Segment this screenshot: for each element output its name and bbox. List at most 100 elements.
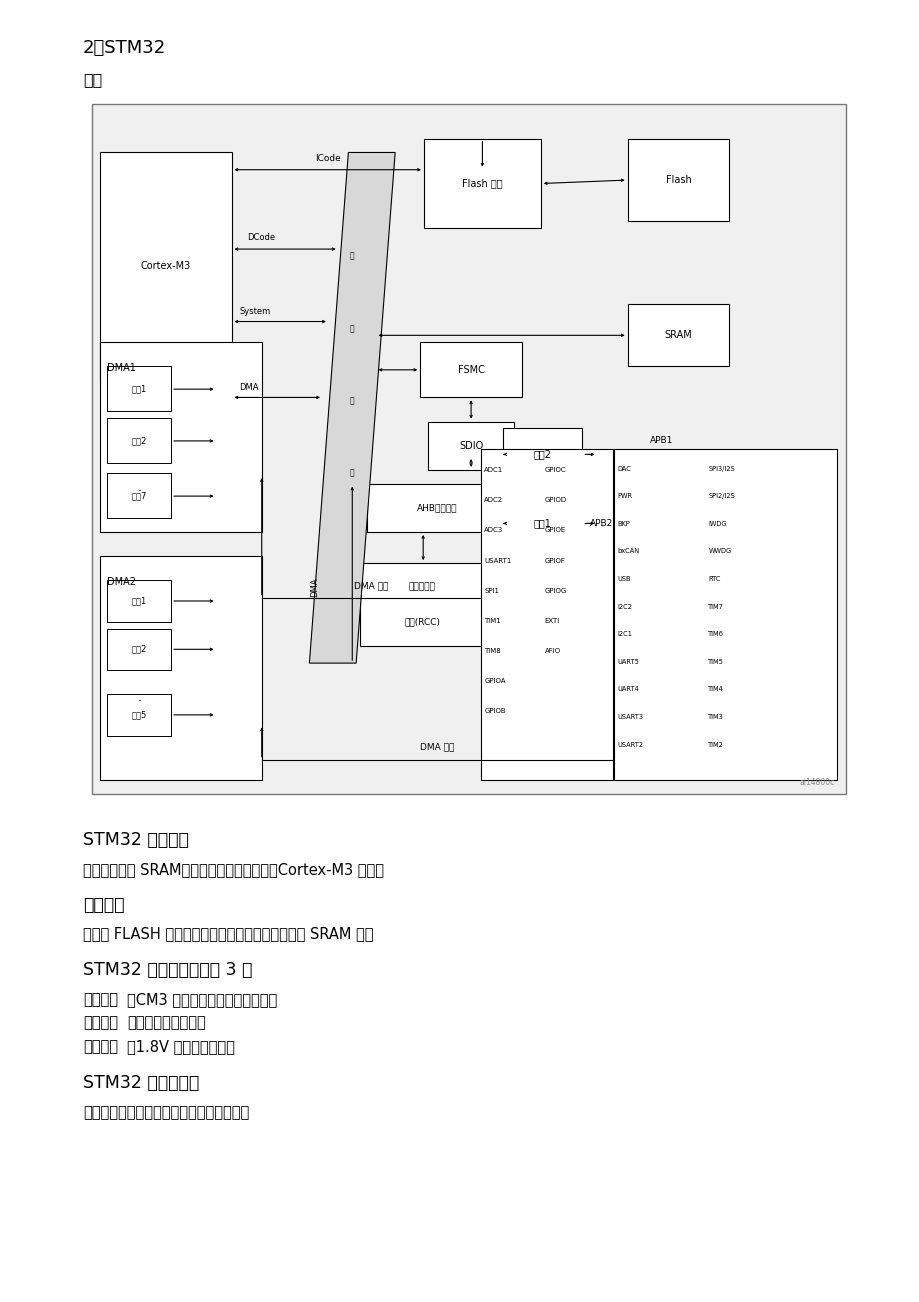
Text: 架构: 架构 [83, 72, 102, 87]
Text: SPI1: SPI1 [483, 587, 499, 594]
Text: TIM3: TIM3 [708, 713, 723, 720]
Text: 桥接1: 桥接1 [533, 518, 551, 529]
Text: RTC: RTC [708, 575, 720, 582]
Bar [107, 474, 171, 518]
Text: 阵: 阵 [349, 469, 354, 478]
Text: DCode: DCode [246, 233, 275, 242]
Text: GPIOA: GPIOA [483, 678, 505, 684]
Text: ·: · [137, 486, 142, 499]
Bar [627, 139, 729, 221]
Text: I2C1: I2C1 [618, 631, 632, 637]
Bar [613, 449, 835, 780]
Text: bxCAN: bxCAN [618, 548, 640, 555]
Text: 通道5: 通道5 [131, 711, 147, 720]
Text: 通道1: 通道1 [131, 596, 147, 605]
Text: PWR: PWR [618, 493, 632, 499]
Bar [99, 556, 262, 780]
Text: USART3: USART3 [618, 713, 643, 720]
Text: STM32 存储映射: STM32 存储映射 [83, 831, 188, 849]
Text: GPIOB: GPIOB [483, 708, 505, 715]
Text: DMA 请求: DMA 请求 [354, 582, 388, 591]
Text: Flash 接口: Flash 接口 [461, 178, 502, 189]
Text: 控制(RCC): 控制(RCC) [403, 617, 439, 626]
Text: Flash: Flash [665, 174, 691, 185]
Text: SPI3/I2S: SPI3/I2S [708, 466, 734, 471]
Bar [99, 342, 262, 533]
Bar [107, 629, 171, 671]
Text: Cortex-M3: Cortex-M3 [141, 262, 190, 271]
Text: TIM6: TIM6 [708, 631, 723, 637]
Text: STM32 的低功耗模式有 3 种: STM32 的低功耗模式有 3 种 [83, 961, 252, 979]
Bar [92, 104, 845, 794]
Text: DMA2: DMA2 [107, 577, 136, 587]
Bar [107, 581, 171, 621]
Text: ·: · [137, 694, 142, 707]
Text: ADC1: ADC1 [483, 467, 503, 473]
Bar [480, 449, 612, 780]
Text: GPIOE: GPIOE [544, 527, 565, 534]
Text: ADC3: ADC3 [483, 527, 503, 534]
Text: STM32 的安全保障: STM32 的安全保障 [83, 1074, 199, 1092]
Text: USB: USB [618, 575, 630, 582]
Text: 代码区、片上 SRAM、用户设备的存储映射、Cortex-M3 寄存器: 代码区、片上 SRAM、用户设备的存储映射、Cortex-M3 寄存器 [83, 862, 383, 878]
Text: TIM1: TIM1 [483, 618, 501, 624]
Text: TIM4: TIM4 [708, 686, 723, 693]
Text: UART5: UART5 [618, 659, 639, 665]
Text: ICode: ICode [314, 154, 340, 163]
Text: FSMC: FSMC [457, 365, 484, 375]
Text: 通道1: 通道1 [131, 384, 147, 393]
Bar [420, 342, 521, 397]
Bar [424, 139, 540, 228]
Text: 待机模式: 待机模式 [83, 1039, 118, 1055]
Bar [427, 422, 514, 470]
Text: 总: 总 [349, 251, 354, 260]
Text: SDIO: SDIO [459, 441, 482, 450]
Text: 2．STM32: 2．STM32 [83, 39, 165, 57]
Text: 复位和时钟: 复位和时钟 [408, 583, 435, 591]
Bar [107, 694, 171, 736]
Text: SPI2/I2S: SPI2/I2S [708, 493, 734, 499]
Text: SRAM: SRAM [664, 331, 692, 340]
Text: IWDG: IWDG [708, 521, 726, 527]
Text: UART4: UART4 [618, 686, 639, 693]
Text: BKP: BKP [618, 521, 630, 527]
Text: 矩: 矩 [349, 396, 354, 405]
Text: APB1: APB1 [650, 436, 673, 445]
Text: DMA: DMA [310, 578, 319, 596]
Text: AHB系统总线: AHB系统总线 [416, 504, 457, 513]
Text: 内部复位电路、时钟安全系统、两只看门狗: 内部复位电路、时钟安全系统、两只看门狗 [83, 1105, 249, 1121]
Text: WWDG: WWDG [708, 548, 731, 555]
Polygon shape [309, 152, 395, 663]
Text: 通道2: 通道2 [131, 436, 147, 445]
Bar [503, 428, 582, 480]
Text: GPIOC: GPIOC [544, 467, 566, 473]
Text: USART1: USART1 [483, 557, 511, 564]
Text: GPIOG: GPIOG [544, 587, 566, 594]
Text: AFIO: AFIO [544, 648, 561, 654]
Text: （CM3 内核停止，外设仍然运行）: （CM3 内核停止，外设仍然运行） [127, 992, 278, 1008]
Text: DMA: DMA [239, 383, 258, 392]
Text: GPIOD: GPIOD [544, 497, 566, 504]
Text: 线: 线 [349, 324, 354, 333]
Text: TIM5: TIM5 [708, 659, 723, 665]
Bar [359, 562, 483, 646]
Text: APB2: APB2 [589, 519, 612, 527]
Text: USART2: USART2 [618, 742, 643, 747]
Text: I2C2: I2C2 [618, 604, 632, 609]
Bar [367, 483, 506, 533]
Text: 从用户 FLASH 启动、从系统存储器启动、从嵌入式 SRAM 启动: 从用户 FLASH 启动、从系统存储器启动、从嵌入式 SRAM 启动 [83, 926, 373, 941]
Text: EXTI: EXTI [544, 618, 560, 624]
Text: DMA 请求: DMA 请求 [419, 742, 454, 751]
Text: GPIOF: GPIOF [544, 557, 565, 564]
Bar [107, 418, 171, 464]
Text: 桥接2: 桥接2 [533, 449, 551, 460]
Text: （所有时钟都停止）: （所有时钟都停止） [127, 1016, 206, 1031]
Text: 睡眠模式: 睡眠模式 [83, 992, 118, 1008]
Text: ADC2: ADC2 [483, 497, 503, 504]
Text: 停止模式: 停止模式 [83, 1016, 118, 1031]
Text: DAC: DAC [618, 466, 631, 471]
Text: 通道2: 通道2 [131, 644, 147, 654]
Text: ai14800c: ai14800c [799, 779, 834, 788]
Bar [107, 366, 171, 411]
Bar [99, 152, 232, 380]
